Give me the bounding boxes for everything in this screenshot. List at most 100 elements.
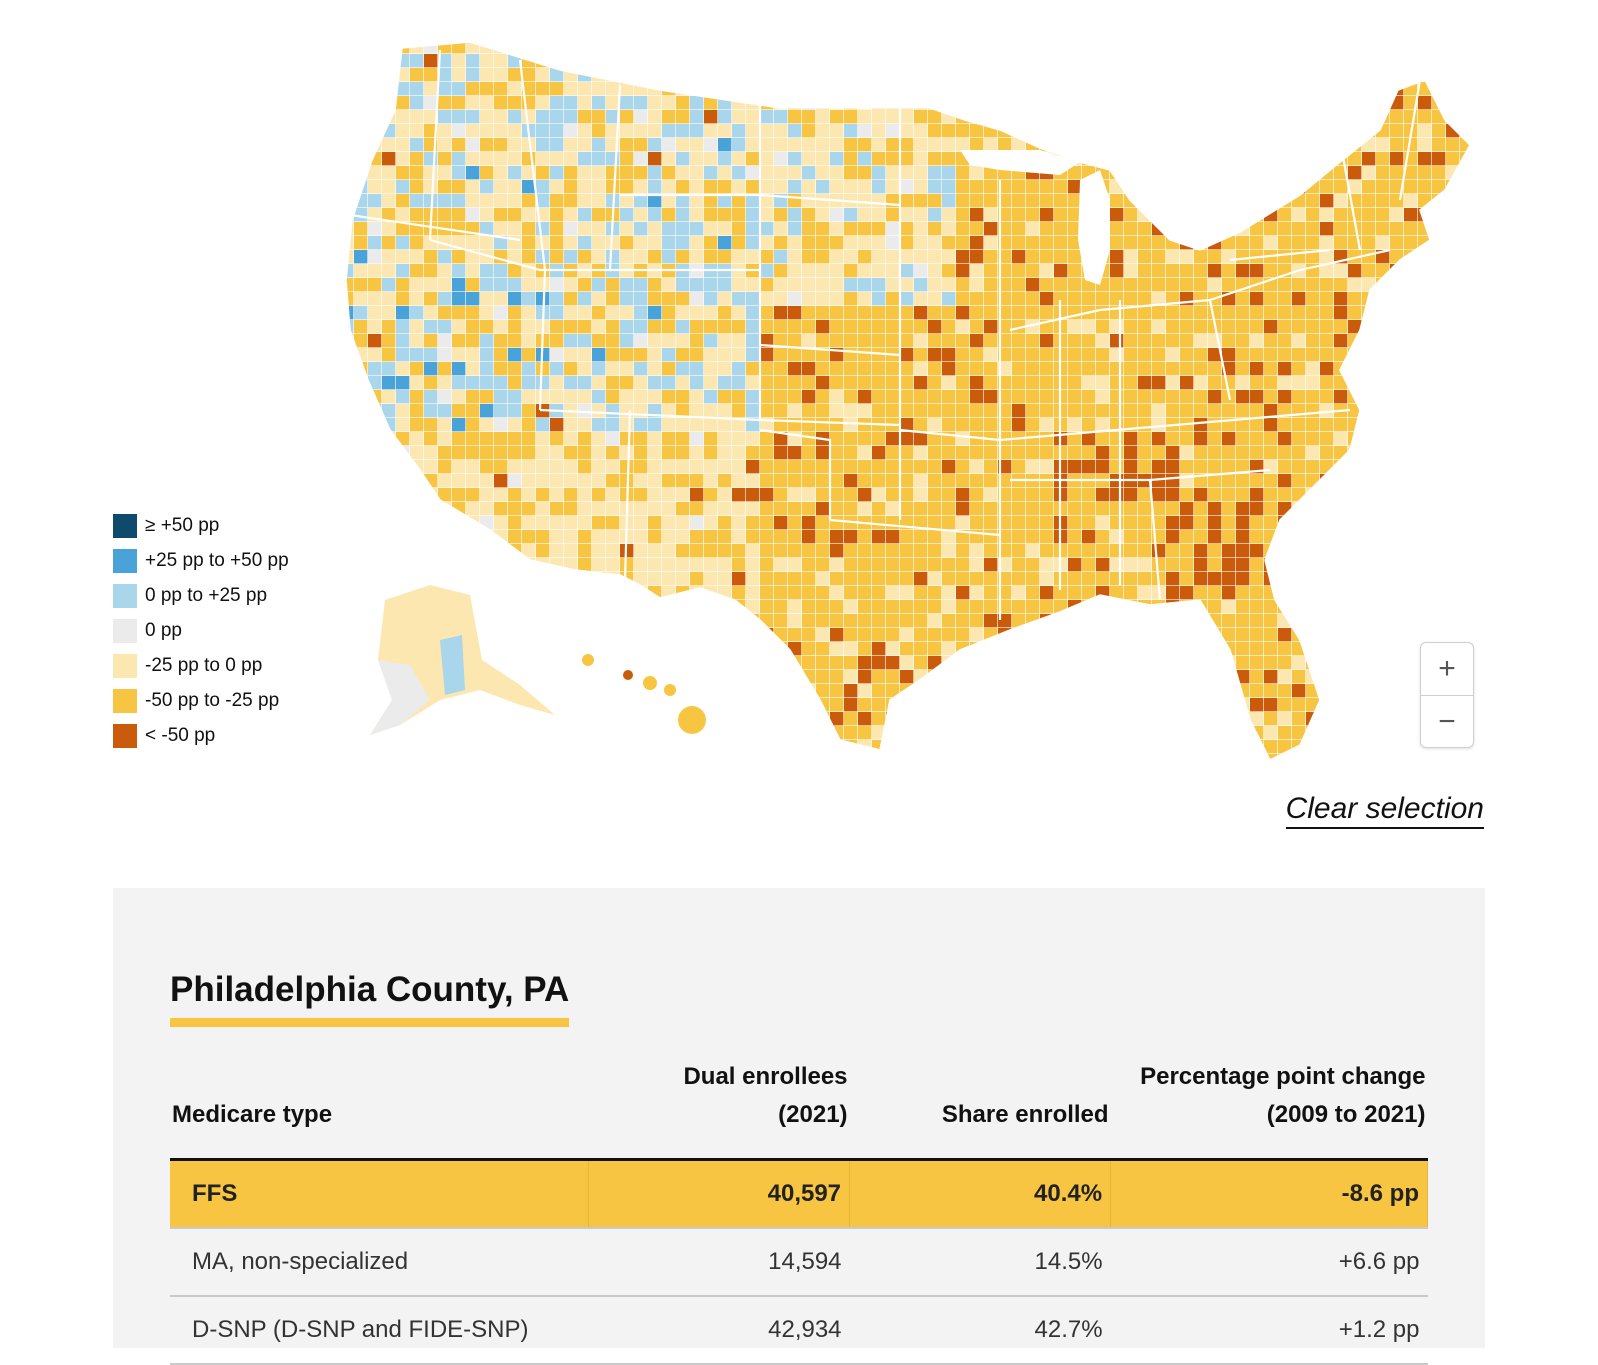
county-cell[interactable] — [1348, 544, 1362, 558]
county-cell[interactable] — [1418, 264, 1432, 278]
county-cell[interactable] — [1152, 404, 1166, 418]
county-cell[interactable] — [480, 54, 494, 68]
county-cell[interactable] — [858, 152, 872, 166]
county-cell[interactable] — [424, 264, 438, 278]
county-cell[interactable] — [1306, 502, 1320, 516]
county-cell[interactable] — [1264, 40, 1278, 54]
county-cell[interactable] — [998, 530, 1012, 544]
county-cell[interactable] — [1250, 474, 1264, 488]
county-cell[interactable] — [1404, 628, 1418, 642]
county-cell[interactable] — [830, 68, 844, 82]
county-cell[interactable] — [1040, 684, 1054, 698]
county-cell[interactable] — [1208, 684, 1222, 698]
county-cell[interactable] — [942, 194, 956, 208]
county-cell[interactable] — [1068, 82, 1082, 96]
county-cell[interactable] — [1082, 320, 1096, 334]
county-cell[interactable] — [1040, 502, 1054, 516]
county-cell[interactable] — [1250, 628, 1264, 642]
county-cell[interactable] — [998, 208, 1012, 222]
county-cell[interactable] — [592, 754, 606, 767]
county-cell[interactable] — [998, 460, 1012, 474]
county-cell[interactable] — [1236, 208, 1250, 222]
county-cell[interactable] — [648, 432, 662, 446]
county-cell[interactable] — [984, 138, 998, 152]
county-cell[interactable] — [872, 446, 886, 460]
county-cell[interactable] — [1222, 460, 1236, 474]
county-cell[interactable] — [788, 516, 802, 530]
county-cell[interactable] — [550, 586, 564, 600]
county-cell[interactable] — [998, 292, 1012, 306]
county-cell[interactable] — [676, 320, 690, 334]
county-cell[interactable] — [1180, 404, 1194, 418]
county-cell[interactable] — [1138, 278, 1152, 292]
county-cell[interactable] — [1082, 558, 1096, 572]
county-cell[interactable] — [438, 306, 452, 320]
county-cell[interactable] — [956, 54, 970, 68]
county-cell[interactable] — [592, 684, 606, 698]
county-cell[interactable] — [1194, 292, 1208, 306]
county-cell[interactable] — [424, 502, 438, 516]
county-cell[interactable] — [522, 460, 536, 474]
county-cell[interactable] — [1446, 572, 1460, 586]
county-cell[interactable] — [830, 40, 844, 54]
county-cell[interactable] — [970, 250, 984, 264]
county-cell[interactable] — [956, 488, 970, 502]
county-cell[interactable] — [1292, 544, 1306, 558]
county-cell[interactable] — [1236, 96, 1250, 110]
county-cell[interactable] — [1124, 306, 1138, 320]
county-cell[interactable] — [774, 460, 788, 474]
county-cell[interactable] — [1236, 124, 1250, 138]
county-cell[interactable] — [1194, 768, 1207, 780]
county-cell[interactable] — [564, 586, 578, 600]
county-cell[interactable] — [1222, 348, 1236, 362]
county-cell[interactable] — [746, 110, 760, 124]
county-cell[interactable] — [452, 362, 466, 376]
county-cell[interactable] — [1110, 334, 1124, 348]
county-cell[interactable] — [1026, 768, 1039, 780]
county-cell[interactable] — [830, 600, 844, 614]
county-cell[interactable] — [522, 68, 536, 82]
county-cell[interactable] — [732, 166, 746, 180]
county-cell[interactable] — [1012, 292, 1026, 306]
county-cell[interactable] — [844, 418, 858, 432]
county-cell[interactable] — [564, 222, 578, 236]
county-cell[interactable] — [984, 390, 998, 404]
county-cell[interactable] — [1320, 306, 1334, 320]
county-cell[interactable] — [592, 306, 606, 320]
county-cell[interactable] — [424, 306, 438, 320]
county-cell[interactable] — [396, 488, 410, 502]
county-cell[interactable] — [802, 390, 816, 404]
county-cell[interactable] — [550, 320, 564, 334]
county-cell[interactable] — [1152, 68, 1166, 82]
county-cell[interactable] — [1012, 670, 1026, 684]
county-cell[interactable] — [1460, 236, 1473, 250]
county-cell[interactable] — [704, 390, 718, 404]
county-cell[interactable] — [998, 264, 1012, 278]
county-cell[interactable] — [984, 68, 998, 82]
county-cell[interactable] — [1124, 208, 1138, 222]
county-cell[interactable] — [1222, 684, 1236, 698]
county-cell[interactable] — [704, 54, 718, 68]
county-cell[interactable] — [1082, 390, 1096, 404]
county-cell[interactable] — [816, 208, 830, 222]
county-cell[interactable] — [1180, 68, 1194, 82]
county-cell[interactable] — [1278, 572, 1292, 586]
county-cell[interactable] — [984, 208, 998, 222]
county-cell[interactable] — [1152, 754, 1166, 767]
county-cell[interactable] — [1222, 404, 1236, 418]
county-cell[interactable] — [984, 586, 998, 600]
county-cell[interactable] — [900, 124, 914, 138]
county-cell[interactable] — [1362, 684, 1376, 698]
county-cell[interactable] — [900, 642, 914, 656]
county-cell[interactable] — [1460, 194, 1473, 208]
county-cell[interactable] — [858, 642, 872, 656]
county-cell[interactable] — [1474, 628, 1487, 641]
county-cell[interactable] — [1348, 222, 1362, 236]
county-cell[interactable] — [1418, 558, 1432, 572]
county-cell[interactable] — [662, 68, 676, 82]
county-cell[interactable] — [1236, 54, 1250, 68]
county-cell[interactable] — [466, 544, 480, 558]
county-cell[interactable] — [1068, 334, 1082, 348]
county-cell[interactable] — [690, 236, 704, 250]
county-cell[interactable] — [508, 712, 522, 726]
